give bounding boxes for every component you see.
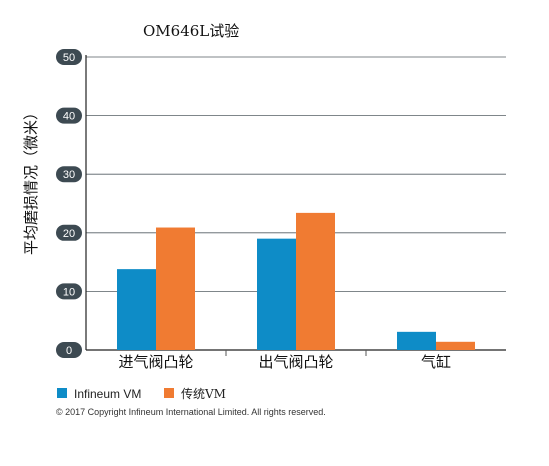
chart-title: OM646L试验 xyxy=(143,22,239,40)
y-tick-10: 10 xyxy=(56,283,82,300)
legend-swatch xyxy=(57,388,67,398)
y-tick-30: 30 xyxy=(56,166,82,183)
category-label: 气缸 xyxy=(421,353,451,371)
y-tick-label: 0 xyxy=(66,345,72,357)
bars xyxy=(117,212,475,350)
bar-infineum-vm-0 xyxy=(117,269,156,350)
y-tick-20: 20 xyxy=(56,224,82,241)
legend: Infineum VM 传统VM xyxy=(57,386,226,401)
bar-conventional-vm-2 xyxy=(436,341,475,350)
y-tick-40: 40 xyxy=(56,107,82,124)
y-tick-label: 10 xyxy=(63,286,75,298)
y-tick-label: 30 xyxy=(63,169,75,181)
copyright-text: © 2017 Copyright Infineum International … xyxy=(56,407,326,417)
bar-infineum-vm-2 xyxy=(397,331,436,350)
bar-conventional-vm-0 xyxy=(156,227,195,350)
legend-item-1: 传统VM xyxy=(164,386,226,401)
y-tick-50: 50 xyxy=(56,49,82,65)
y-axis-label: 平均磨损情况（微米） xyxy=(22,105,40,255)
y-tick-badge xyxy=(56,342,82,358)
y-tick-badge xyxy=(56,283,82,300)
y-tick-label: 20 xyxy=(63,228,75,240)
category-labels: 进气阀凸轮 出气阀凸轮 气缸 xyxy=(118,353,451,371)
y-tick-badge xyxy=(56,224,82,241)
legend-item-0: Infineum VM xyxy=(57,387,141,401)
legend-swatch xyxy=(164,388,174,398)
category-label: 进气阀凸轮 xyxy=(118,353,193,371)
legend-label: 传统VM xyxy=(181,386,226,401)
y-tick-label: 40 xyxy=(63,111,75,123)
bar-infineum-vm-1 xyxy=(257,238,296,350)
legend-label: Infineum VM xyxy=(74,387,141,401)
y-tick-labels: 0 10 20 30 40 50 xyxy=(56,49,82,358)
bar-conventional-vm-1 xyxy=(296,212,335,350)
y-tick-badge xyxy=(56,49,82,65)
category-label: 出气阀凸轮 xyxy=(258,353,333,371)
y-tick-badge xyxy=(56,166,82,183)
y-tick-label: 50 xyxy=(63,52,75,64)
y-tick-0: 0 xyxy=(56,342,82,358)
y-tick-badge xyxy=(56,107,82,124)
